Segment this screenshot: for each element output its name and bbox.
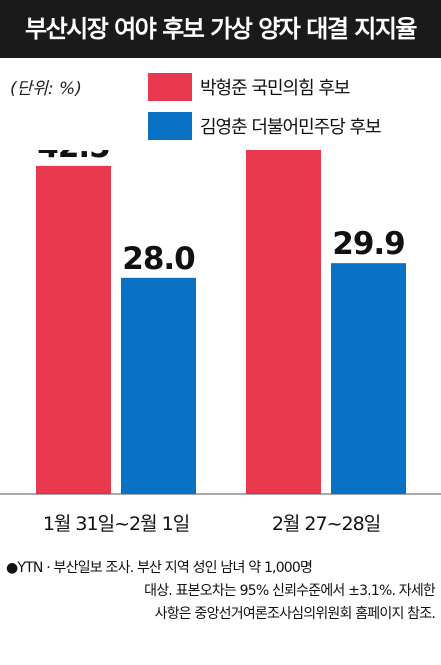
legend-label-series-2: 김영춘 더불어민주당 후보 <box>200 117 382 138</box>
data-label-2-1: 28.0 <box>122 241 195 277</box>
chart-title: 부산시장 여야 후보 가상 양자 대결 지지율 <box>0 0 441 58</box>
data-label-1-1: 42.5 <box>37 150 110 165</box>
category-label-2: 2월 27~28일 <box>272 513 380 535</box>
bar-2-1 <box>121 277 196 494</box>
bar-2-2 <box>331 263 406 494</box>
category-label-1: 1월 31일~2월 1일 <box>43 513 189 535</box>
footnote-line-1: ●YTN · 부산일보 조사. 부산 지역 성인 남녀 약 1,000명 <box>6 560 313 576</box>
footnote: ●YTN · 부산일보 조사. 부산 지역 성인 남녀 약 1,000명 대상.… <box>0 557 441 626</box>
bar-1-1 <box>36 165 111 494</box>
legend-item-series-2: 김영춘 더불어민주당 후보 <box>148 111 382 141</box>
legend: 박형준 국민의힘 후보 김영춘 더불어민주당 후보 <box>148 72 382 150</box>
unit-label: (단위: %) <box>10 79 82 99</box>
legend-item-series-1: 박형준 국민의힘 후보 <box>148 72 381 102</box>
data-label-2-2: 29.9 <box>332 226 405 262</box>
legend-swatch-series-1 <box>148 73 192 101</box>
legend-label-series-1: 박형준 국민의힘 후보 <box>200 78 350 99</box>
legend-swatch-series-2 <box>148 112 192 140</box>
bar-1-2 <box>246 150 321 494</box>
footnote-line-3: 사항은 중앙선거여론조사심의위원회 홈페이지 참조. <box>154 606 436 622</box>
footnote-line-2: 대상. 표본오차는 95% 신뢰수준에서 ±3.1%. 자세한 <box>144 583 436 599</box>
